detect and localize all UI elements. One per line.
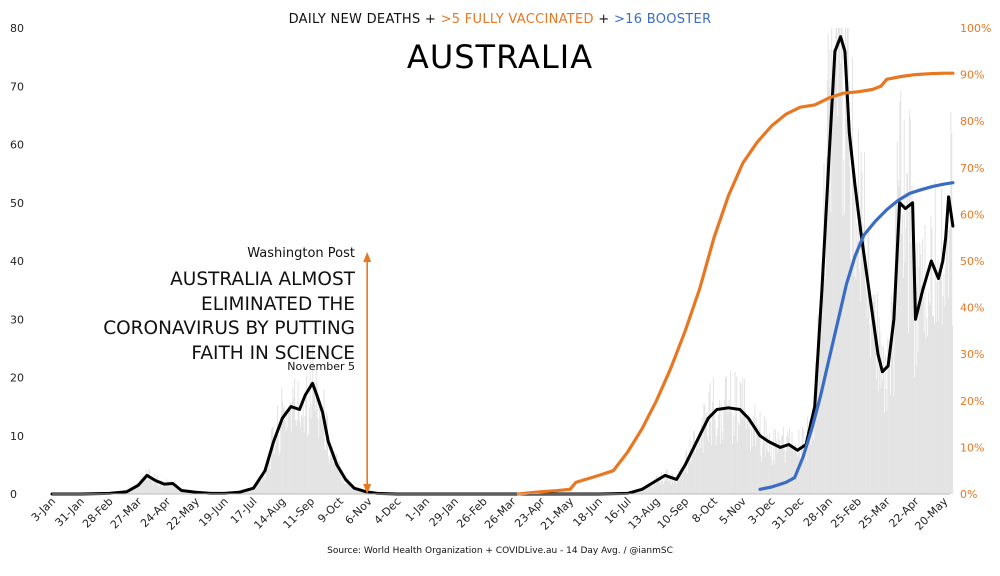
annotation-headline: AUSTRALIA ALMOST ELIMINATED THE CORONAVI… [103,269,355,364]
x-tick-label: 6-Nov [343,495,375,527]
chart-subtitle: DAILY NEW DEATHS + >5 FULLY VACCINATED +… [0,12,1000,27]
y-right-tick-label: 60% [960,208,984,221]
y-right-tick-label: 70% [960,162,984,175]
x-tick-label: 20-May [912,495,950,533]
x-tick-label: 31-Dec [769,495,806,532]
x-tick-label: 5-Nov [717,495,749,527]
x-tick-label: 19-Jun [196,495,231,530]
y-left-tick-label: 30 [10,313,24,326]
y-right-tick-label: 80% [960,115,984,128]
chart-title: AUSTRALIA [406,38,594,76]
x-tick-label: 25-Mar [856,495,893,532]
y-left-tick-label: 20 [10,372,24,385]
y-right-tick-label: 0% [960,488,977,501]
x-tick-label: 9-Oct [315,494,346,525]
x-tick-label: 4-Dec [371,495,403,527]
y-left-tick-label: 70 [10,80,24,93]
x-tick-label: 14-Aug [251,495,288,532]
x-tick-label: 26-Mar [482,495,519,532]
y-right-tick-label: 10% [960,441,984,454]
y-left-tick-label: 60 [10,139,24,152]
annotation-arrowhead-up [363,252,372,262]
series-lines [50,35,955,496]
x-tick-label: 27-Mar [108,495,145,532]
x-tick-label: 22-May [164,495,202,533]
x-tick-label: 13-Aug [626,495,663,532]
y-left-tick-label: 10 [10,430,24,443]
x-tick-label: 11-Sep [281,495,318,532]
y-left-tick-label: 0 [10,488,17,501]
y-right-tick-label: 20% [960,395,984,408]
annotation-arrowhead-down [363,484,372,494]
subtitle-part-plus: + [593,12,614,27]
series-line-5-fully-vaccinated [516,71,955,496]
y-right-tick-label: 100% [960,22,991,35]
x-tick-label: 10-Sep [655,495,692,532]
series-line-16-booster [758,181,955,491]
y-right-tick-label: 40% [960,302,984,315]
subtitle-part-vaccinated: >5 FULLY VACCINATED [440,12,594,27]
series-line-daily-new-deaths [50,35,955,496]
y-right-tick-label: 30% [960,348,984,361]
y-left-tick-label: 80 [10,22,24,35]
y-right-tick-label: 90% [960,69,984,82]
x-tick-label: 18-Jun [570,495,605,530]
source-note: Source: World Health Organization + COVI… [327,546,673,556]
y-left-tick-label: 40 [10,255,24,268]
subtitle-part-booster: >16 BOOSTER [613,12,712,27]
y-right-tick-label: 50% [960,255,984,268]
x-tick-label: 21-May [538,495,576,533]
x-tick-label: 8-Oct [689,494,720,525]
subtitle-part-deaths: DAILY NEW DEATHS + [288,12,441,27]
annotation-date: November 5 [287,360,355,373]
y-left-tick-label: 50 [10,197,24,210]
annotation-source: Washington Post [247,246,355,261]
